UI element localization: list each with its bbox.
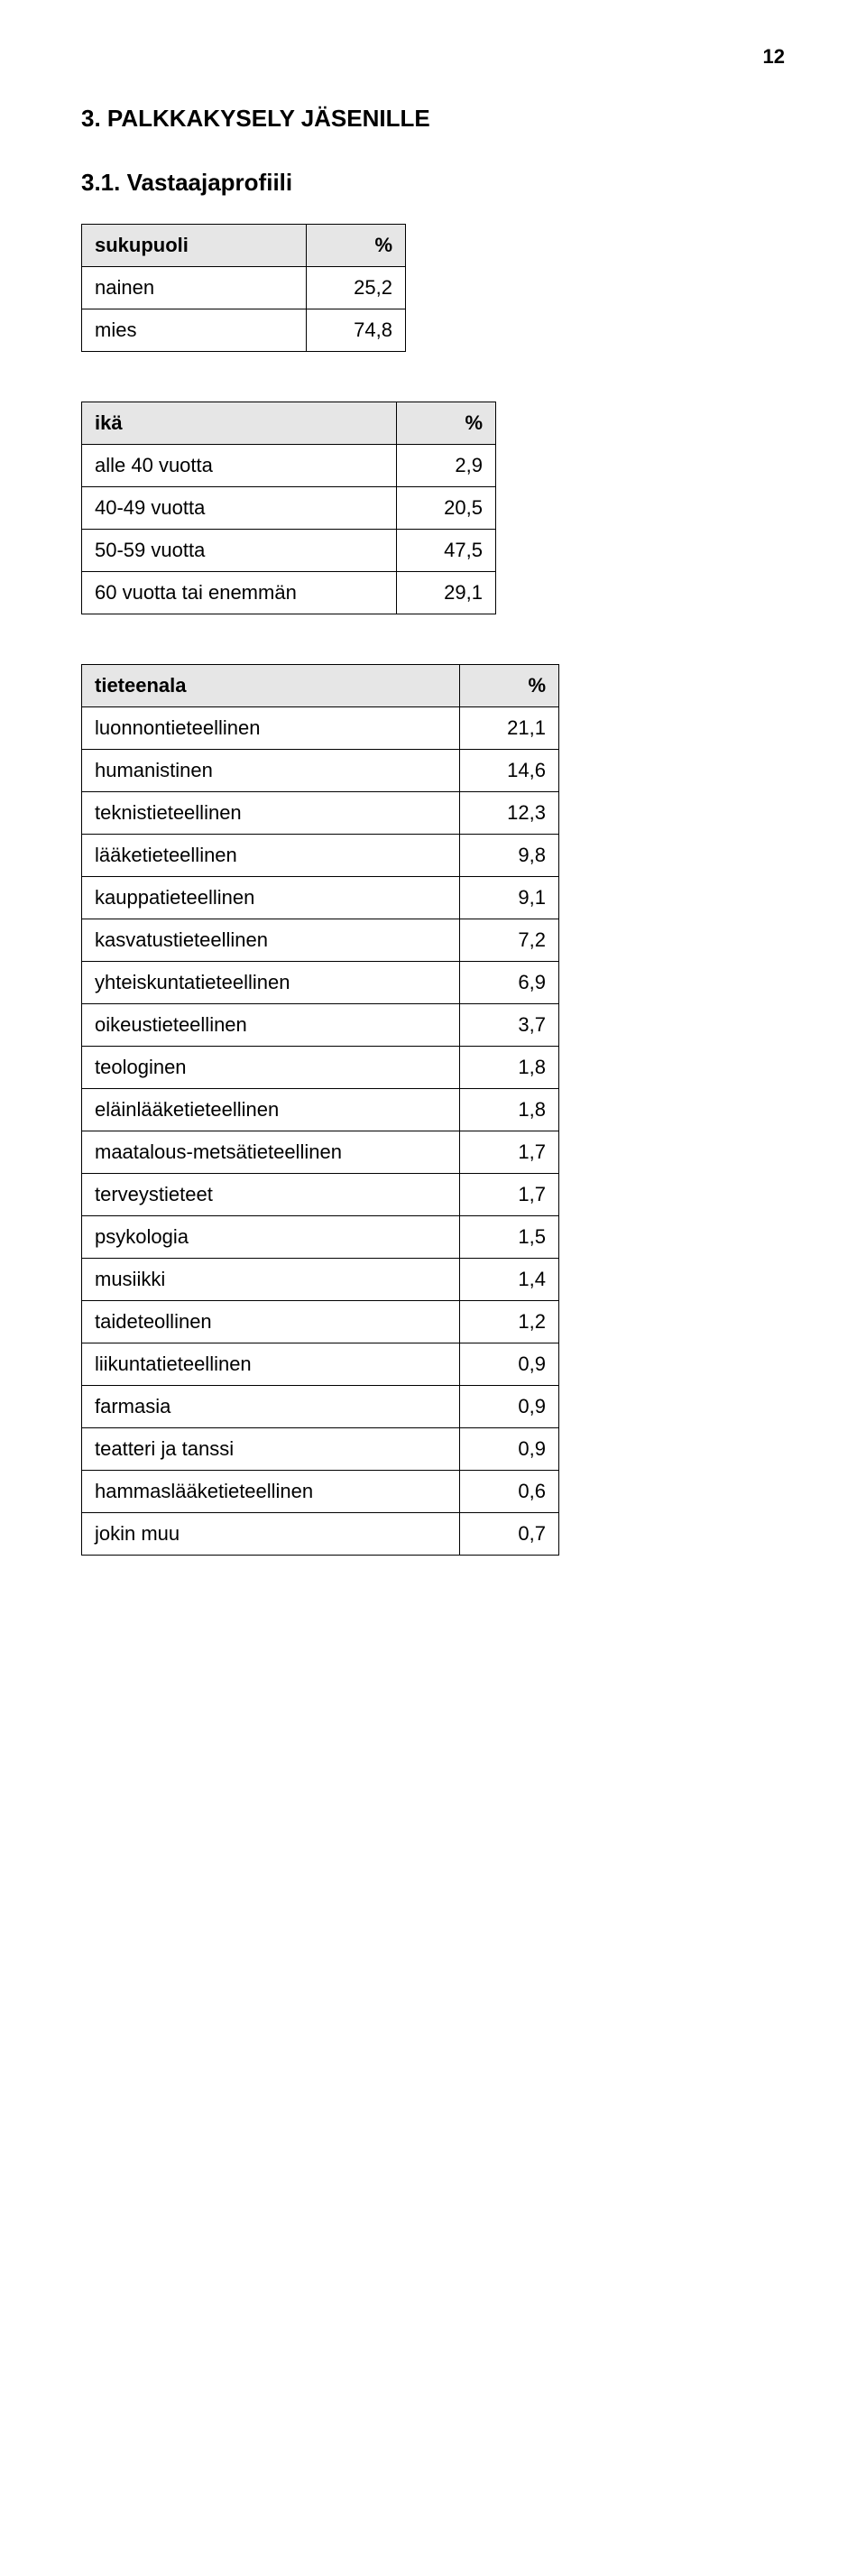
table-row: humanistinen14,6 [82,750,559,792]
cell-label: kauppatieteellinen [82,877,460,919]
table-row: psykologia1,5 [82,1216,559,1259]
table-row: 40-49 vuotta 20,5 [82,487,496,530]
discipline-header-pct: % [460,665,559,707]
table-row: maatalous-metsätieteellinen1,7 [82,1131,559,1174]
table-row: alle 40 vuotta 2,9 [82,445,496,487]
cell-value: 1,7 [460,1174,559,1216]
cell-label: kasvatustieteellinen [82,919,460,962]
cell-label: taideteollinen [82,1301,460,1343]
cell-value: 25,2 [307,267,406,309]
cell-value: 29,1 [397,572,496,614]
cell-value: 3,7 [460,1004,559,1047]
table-header-row: tieteenala % [82,665,559,707]
cell-value: 1,5 [460,1216,559,1259]
cell-value: 6,9 [460,962,559,1004]
table-row: kasvatustieteellinen7,2 [82,919,559,962]
document-page: 12 3. PALKKAKYSELY JÄSENILLE 3.1. Vastaa… [0,0,866,1610]
table-row: teatteri ja tanssi0,9 [82,1428,559,1471]
subsection-heading: 3.1. Vastaajaprofiili [81,169,785,197]
table-row: eläinlääketieteellinen1,8 [82,1089,559,1131]
table-row: taideteollinen1,2 [82,1301,559,1343]
cell-value: 1,4 [460,1259,559,1301]
table-row: lääketieteellinen9,8 [82,835,559,877]
cell-value: 21,1 [460,707,559,750]
cell-label: nainen [82,267,307,309]
table-row: luonnontieteellinen21,1 [82,707,559,750]
discipline-table: tieteenala % luonnontieteellinen21,1 hum… [81,664,559,1556]
gender-header-label: sukupuoli [82,225,307,267]
table-row: jokin muu0,7 [82,1513,559,1556]
cell-label: jokin muu [82,1513,460,1556]
cell-label: humanistinen [82,750,460,792]
age-header-label: ikä [82,402,397,445]
cell-label: teatteri ja tanssi [82,1428,460,1471]
table-row: farmasia0,9 [82,1386,559,1428]
cell-label: oikeustieteellinen [82,1004,460,1047]
cell-label: yhteiskuntatieteellinen [82,962,460,1004]
cell-value: 47,5 [397,530,496,572]
cell-label: lääketieteellinen [82,835,460,877]
cell-label: 60 vuotta tai enemmän [82,572,397,614]
age-header-pct: % [397,402,496,445]
cell-value: 1,2 [460,1301,559,1343]
cell-label: 40-49 vuotta [82,487,397,530]
table-header-row: ikä % [82,402,496,445]
page-number: 12 [81,45,785,69]
cell-label: mies [82,309,307,352]
section-heading: 3. PALKKAKYSELY JÄSENILLE [81,105,785,133]
table-row: liikuntatieteellinen0,9 [82,1343,559,1386]
cell-label: psykologia [82,1216,460,1259]
cell-label: alle 40 vuotta [82,445,397,487]
cell-label: musiikki [82,1259,460,1301]
cell-value: 74,8 [307,309,406,352]
gender-table: sukupuoli % nainen 25,2 mies 74,8 [81,224,406,352]
cell-value: 12,3 [460,792,559,835]
cell-value: 0,9 [460,1428,559,1471]
cell-value: 0,6 [460,1471,559,1513]
table-row: oikeustieteellinen3,7 [82,1004,559,1047]
table-row: hammaslääketieteellinen0,6 [82,1471,559,1513]
cell-label: 50-59 vuotta [82,530,397,572]
table-row: 50-59 vuotta 47,5 [82,530,496,572]
cell-value: 20,5 [397,487,496,530]
table-header-row: sukupuoli % [82,225,406,267]
cell-label: teologinen [82,1047,460,1089]
cell-value: 0,9 [460,1343,559,1386]
cell-value: 7,2 [460,919,559,962]
cell-label: teknistieteellinen [82,792,460,835]
cell-label: hammaslääketieteellinen [82,1471,460,1513]
cell-label: eläinlääketieteellinen [82,1089,460,1131]
cell-label: liikuntatieteellinen [82,1343,460,1386]
table-row: nainen 25,2 [82,267,406,309]
age-table: ikä % alle 40 vuotta 2,9 40-49 vuotta 20… [81,402,496,614]
table-row: teologinen1,8 [82,1047,559,1089]
cell-value: 1,8 [460,1047,559,1089]
cell-label: terveystieteet [82,1174,460,1216]
table-row: 60 vuotta tai enemmän 29,1 [82,572,496,614]
cell-value: 1,7 [460,1131,559,1174]
cell-value: 0,7 [460,1513,559,1556]
cell-value: 9,1 [460,877,559,919]
cell-value: 2,9 [397,445,496,487]
cell-value: 1,8 [460,1089,559,1131]
cell-label: farmasia [82,1386,460,1428]
table-row: mies 74,8 [82,309,406,352]
cell-label: luonnontieteellinen [82,707,460,750]
table-row: yhteiskuntatieteellinen6,9 [82,962,559,1004]
table-row: terveystieteet1,7 [82,1174,559,1216]
table-row: kauppatieteellinen9,1 [82,877,559,919]
gender-header-pct: % [307,225,406,267]
table-row: musiikki1,4 [82,1259,559,1301]
cell-value: 14,6 [460,750,559,792]
cell-value: 9,8 [460,835,559,877]
cell-label: maatalous-metsätieteellinen [82,1131,460,1174]
discipline-header-label: tieteenala [82,665,460,707]
cell-value: 0,9 [460,1386,559,1428]
table-row: teknistieteellinen12,3 [82,792,559,835]
